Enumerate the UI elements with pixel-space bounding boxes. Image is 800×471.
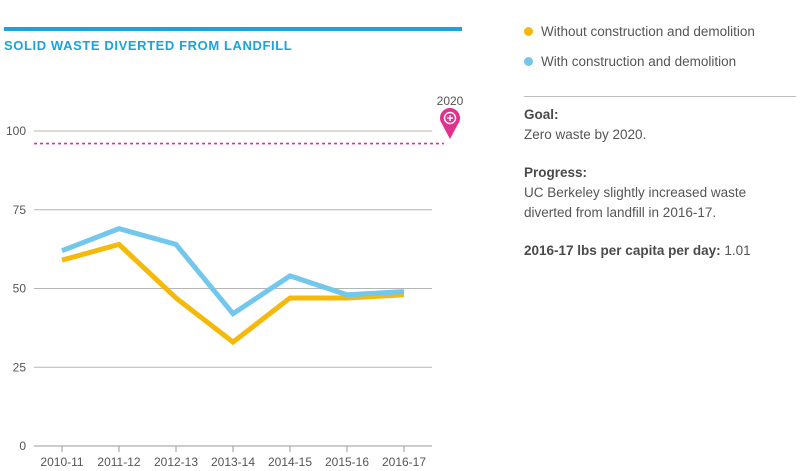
lbs-block: 2016-17 lbs per capita per day: 1.01 (524, 241, 796, 261)
goal-heading: Goal: (524, 107, 559, 122)
x-tick-label-2015-16: 2015-16 (325, 455, 369, 469)
series-line-without (61, 241, 405, 346)
x-tick-label-2016-17: 2016-17 (382, 455, 426, 469)
info-divider (524, 96, 796, 97)
legend: Without construction and demolition With… (524, 20, 755, 80)
lbs-label: 2016-17 lbs per capita per day: (524, 243, 721, 258)
y-tick-label-0: 0 (19, 439, 26, 453)
x-tick-label-2012-13: 2012-13 (154, 455, 198, 469)
goal-block: Goal: Zero waste by 2020. (524, 105, 796, 145)
x-tick-label-2013-14: 2013-14 (211, 455, 255, 469)
legend-dot-with (524, 56, 533, 66)
progress-text: UC Berkeley slightly increased waste div… (524, 185, 747, 220)
y-tick-label-25: 25 (13, 360, 27, 374)
legend-dot-without (524, 26, 533, 36)
legend-label-without: Without construction and demolition (541, 23, 755, 39)
info-panel: Goal: Zero waste by 2020. Progress: UC B… (524, 105, 796, 279)
x-tick-label-2010-11: 2010-11 (40, 455, 83, 469)
y-tick-label-75: 75 (13, 203, 27, 217)
y-tick-label-50: 50 (13, 282, 27, 296)
x-tick-label-2011-12: 2011-12 (97, 455, 140, 469)
progress-block: Progress: UC Berkeley slightly increased… (524, 163, 796, 223)
progress-heading: Progress: (524, 165, 588, 180)
legend-label-with: With construction and demolition (541, 53, 737, 69)
series-line-with (61, 226, 405, 318)
legend-item-without: Without construction and demolition (524, 20, 755, 42)
lbs-value: 1.01 (724, 243, 751, 258)
chart-title: SOLID WASTE DIVERTED FROM LANDFILL (4, 38, 293, 53)
goal-text: Zero waste by 2020. (524, 127, 647, 142)
title-rule (4, 27, 462, 31)
goal-marker-ring (443, 111, 457, 125)
legend-item-with: With construction and demolition (524, 50, 755, 72)
x-tick-label-2014-15: 2014-15 (268, 455, 312, 469)
y-tick-label-100: 100 (6, 124, 26, 138)
goal-label: 2020 (437, 94, 464, 108)
